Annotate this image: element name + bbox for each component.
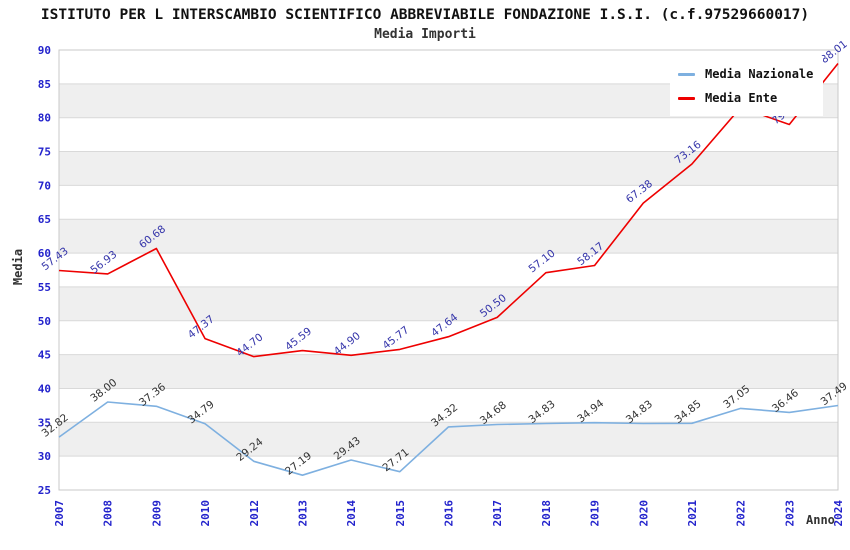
y-tick-label: 40 [38, 382, 51, 395]
y-tick-label: 30 [38, 450, 51, 463]
y-axis-title: Media [11, 248, 25, 286]
legend-swatch-nazionale-icon [678, 72, 695, 76]
plot-band [59, 286, 838, 321]
plot-band [59, 456, 838, 490]
plot-band [59, 117, 838, 152]
y-tick-label: 25 [38, 484, 51, 497]
plot-band [59, 151, 838, 186]
y-tick-label: 85 [38, 78, 51, 91]
x-tick-label: 2018 [540, 500, 553, 527]
x-tick-label: 2022 [735, 500, 748, 527]
x-tick-label: 2007 [53, 500, 66, 527]
x-tick-label: 2019 [589, 500, 602, 527]
y-tick-label: 65 [38, 213, 51, 226]
plot-border [58, 49, 839, 491]
plot-band [59, 354, 838, 389]
plot-band [59, 253, 838, 287]
x-tick-label: 2009 [150, 500, 163, 527]
x-tick-label: 2023 [783, 500, 796, 527]
x-tick-label: 2010 [199, 500, 212, 527]
legend: Media Nazionale Media Ente [670, 56, 824, 116]
y-tick-label: 70 [38, 179, 51, 192]
y-tick-label: 60 [38, 247, 51, 260]
x-tick-label: 2024 [832, 500, 845, 527]
plot-band [59, 320, 838, 355]
x-tick-label: 2020 [637, 500, 650, 527]
legend-item-media-ente: Media Ente [678, 86, 813, 110]
x-tick-label: 2014 [345, 500, 358, 527]
y-tick-label: 80 [38, 112, 51, 125]
x-tick-label: 2015 [394, 500, 407, 527]
y-tick-label: 45 [38, 349, 51, 362]
x-axis-title: Anno [806, 513, 835, 527]
y-tick-label: 75 [38, 146, 51, 159]
x-tick-label: 2017 [491, 500, 504, 527]
legend-item-media-nazionale: Media Nazionale [678, 62, 813, 86]
legend-swatch-ente-icon [678, 96, 695, 100]
series-line-media-ente [58, 63, 839, 358]
y-tick-label: 90 [38, 44, 51, 57]
series-line-media-nazionale [58, 401, 839, 477]
legend-label: Media Ente [705, 91, 778, 105]
plot-band [59, 219, 838, 254]
y-tick-label: 50 [38, 315, 51, 328]
plot-band [59, 388, 838, 423]
x-tick-label: 2016 [443, 500, 456, 527]
x-tick-label: 2008 [102, 500, 115, 527]
y-tick-label: 35 [38, 416, 51, 429]
plot-band [59, 185, 838, 220]
x-tick-label: 2013 [296, 500, 309, 527]
x-tick-label: 2021 [686, 500, 699, 527]
x-tick-label: 2012 [248, 500, 261, 527]
chart-title: ISTITUTO PER L INTERSCAMBIO SCIENTIFICO … [40, 7, 810, 23]
legend-label: Media Nazionale [705, 67, 814, 81]
y-tick-label: 55 [38, 281, 51, 294]
chart-subtitle: Media Importi [374, 27, 476, 42]
